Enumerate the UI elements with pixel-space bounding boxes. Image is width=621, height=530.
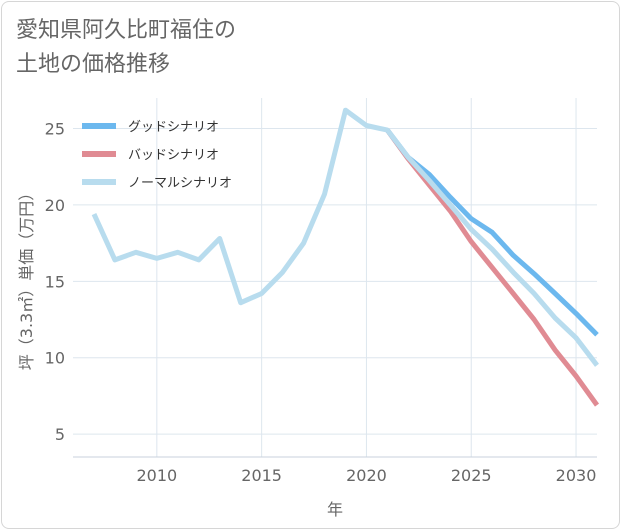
legend-label: バッドシナリオ — [128, 148, 219, 163]
y-tick-label: 25 — [45, 120, 65, 139]
legend-label: グッドシナリオ — [128, 120, 219, 135]
title-line-2: 土地の価格推移 — [16, 52, 171, 77]
title-line-1: 愛知県阿久比町福住の — [16, 18, 237, 43]
chart-title: 愛知県阿久比町福住の 土地の価格推移 — [16, 14, 236, 82]
x-tick-label: 2020 — [346, 466, 387, 485]
y-axis-title: 坪（3.3㎡）単価（万円） — [17, 185, 36, 370]
y-tick-label: 20 — [45, 196, 65, 215]
x-tick-label: 2030 — [556, 466, 597, 485]
y-tick-label: 15 — [45, 272, 65, 291]
grid — [73, 98, 597, 458]
x-tick-label: 2015 — [241, 466, 282, 485]
series-lines — [91, 107, 600, 407]
legend-label: ノーマルシナリオ — [128, 176, 232, 191]
series-line-2 — [91, 107, 599, 367]
series-line-0 — [385, 128, 599, 337]
y-tick-label: 5 — [55, 425, 65, 444]
x-tick-label: 2010 — [136, 466, 177, 485]
y-tick-label: 10 — [45, 349, 65, 368]
x-tick-label: 2025 — [451, 466, 492, 485]
x-axis-title: 年 — [327, 500, 343, 519]
